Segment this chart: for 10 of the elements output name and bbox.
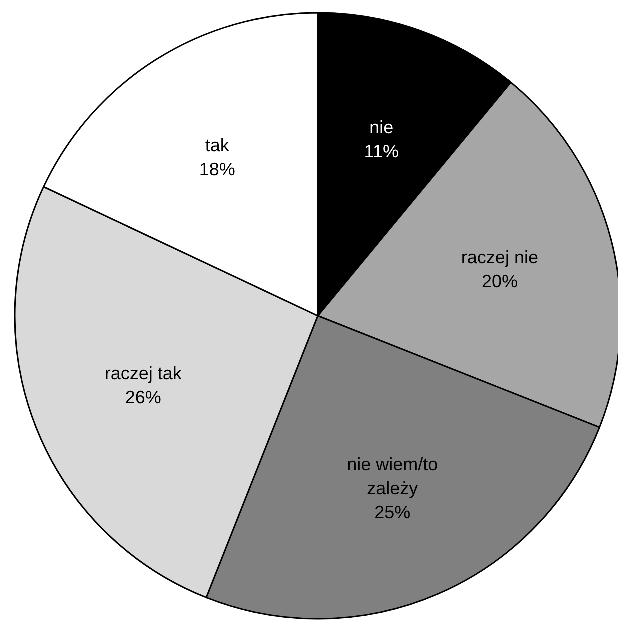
slice-label: nie xyxy=(370,118,394,138)
slice-label: tak xyxy=(205,136,230,156)
data-label: 25% xyxy=(374,502,411,523)
data-label: 26% xyxy=(125,387,162,408)
data-label: 11% xyxy=(364,142,399,162)
data-label: 20% xyxy=(482,272,518,292)
slice-label: raczej nie xyxy=(461,248,538,268)
data-label: 18% xyxy=(199,160,236,180)
slice-label: raczej tak xyxy=(104,363,183,384)
slice-label: nie wiem/to zależy xyxy=(347,454,438,499)
